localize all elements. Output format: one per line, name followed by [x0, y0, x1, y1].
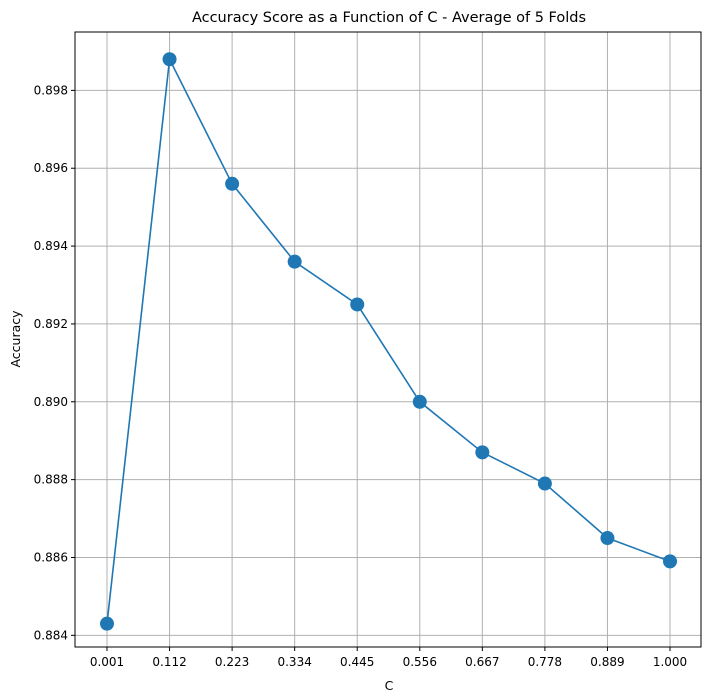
x-tick-label: 1.000	[653, 655, 687, 669]
x-tick-label: 0.001	[90, 655, 124, 669]
data-point	[537, 476, 552, 491]
x-tick-label: 0.889	[590, 655, 624, 669]
chart-title: Accuracy Score as a Function of C - Aver…	[192, 10, 586, 26]
data-point	[663, 554, 677, 569]
series-line	[106, 56, 671, 624]
x-tick-label: 0.445	[340, 655, 374, 669]
grid	[75, 32, 701, 647]
data-points	[100, 52, 677, 631]
x-tick-label: 0.667	[465, 655, 499, 669]
y-tick-label: 0.892	[34, 317, 68, 331]
data-point	[412, 394, 427, 409]
y-tick-label: 0.884	[34, 628, 68, 642]
y-tick-label: 0.890	[34, 395, 68, 409]
plot-area-frame	[74, 31, 702, 648]
data-point	[475, 445, 490, 460]
y-axis-ticks: 0.884 0.886 0.888 0.890 0.892 0.894 0.896 0.898	[34, 83, 75, 642]
x-tick-label: 0.556	[403, 655, 437, 669]
data-point	[162, 52, 177, 67]
accuracy-series-line	[106, 56, 671, 624]
data-point	[600, 531, 615, 546]
y-tick-label: 0.894	[34, 239, 68, 253]
data-point	[350, 297, 365, 312]
x-axis-ticks: 0.001 0.112 0.223 0.334 0.445 0.556 0.667 0.778…	[90, 647, 687, 669]
y-axis-label: Accuracy	[8, 310, 23, 368]
data-point	[100, 616, 114, 631]
x-tick-label: 0.778	[528, 655, 562, 669]
x-axis-label: C	[385, 678, 394, 693]
y-tick-label: 0.886	[34, 550, 68, 564]
x-tick-label: 0.112	[152, 655, 186, 669]
data-point	[225, 176, 240, 191]
y-tick-label: 0.888	[34, 473, 68, 487]
y-tick-label: 0.898	[34, 83, 68, 97]
x-tick-label: 0.334	[277, 655, 311, 669]
y-tick-label: 0.896	[34, 161, 68, 175]
data-point	[287, 254, 302, 269]
x-tick-label: 0.223	[215, 655, 249, 669]
